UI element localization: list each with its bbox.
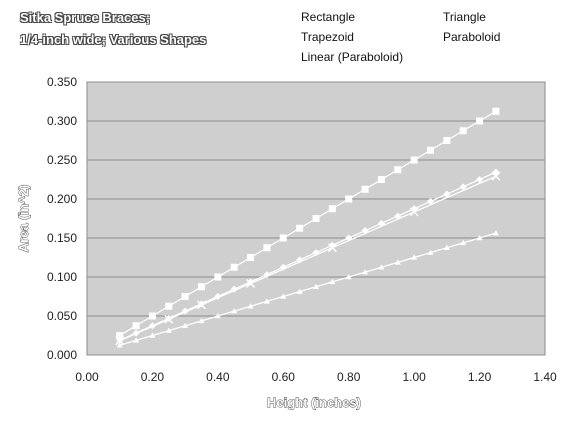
x-tick-label: 1.00 [402,370,426,384]
series-line-triangle [119,232,497,346]
data-point-triangle [263,298,270,304]
data-point-triangle [133,337,140,343]
data-point-rectangle [247,254,255,261]
data-point-triangle [165,327,172,333]
data-point-trapezoid [263,271,271,279]
x-tick-label: 0.00 [75,370,99,384]
x-tick-label: 0.40 [206,370,230,384]
data-point-triangle [116,342,123,348]
data-point-rectangle [410,156,418,164]
legend-item-linear-paraboloid: Linear (Paraboloid) [301,50,404,64]
data-point-triangle [427,249,434,255]
data-point-rectangle [492,107,500,115]
data-point-triangle [182,322,189,328]
data-point-rectangle [476,117,484,125]
y-tick-label: 0.050 [47,309,77,323]
data-point-rectangle [263,244,271,252]
data-point-triangle [476,235,483,241]
y-tick-label: 0.000 [47,348,77,362]
series-line-linear-paraboloid [119,175,497,342]
legend-item-triangle: Triangle [443,10,486,24]
data-point-rectangle [214,273,222,281]
data-point-triangle [313,283,319,289]
x-tick-label: 1.40 [533,370,557,384]
y-tick-label: 0.250 [47,153,77,167]
data-point-rectangle [361,185,369,193]
y-tick-label: 0.350 [47,75,77,89]
data-point-triangle [443,244,450,250]
data-point-rectangle [427,146,434,154]
series-line-trapezoid [119,171,497,341]
data-point-rectangle [377,176,385,183]
data-point-trapezoid [476,176,484,183]
data-point-rectangle [312,215,320,222]
data-point-triangle [198,317,205,324]
x-axis-label: Height (inches) [267,395,361,410]
data-point-rectangle [296,224,304,232]
data-point-trapezoid [427,197,434,205]
data-point-trapezoid [443,190,451,198]
data-point-rectangle [459,127,467,135]
data-point-triangle [394,259,401,265]
data-point-triangle [247,303,254,309]
data-point-rectangle [328,205,336,213]
y-tick-label: 0.300 [47,114,77,128]
y-tick-label: 0.200 [47,192,77,206]
data-point-triangle [149,332,156,338]
data-point-triangle [378,264,385,270]
chart-title-line-1: Sitka Spruce Braces; [20,10,151,25]
data-point-triangle [460,239,467,246]
legend-item-paraboloid: Paraboloid [443,30,501,44]
y-axis-label: Area (in^2) [16,185,31,253]
data-point-rectangle [165,302,173,310]
data-point-triangle [362,269,369,275]
x-tick-label: 0.60 [272,370,296,384]
data-point-triangle [329,278,336,285]
data-point-rectangle [116,332,124,339]
data-point-rectangle [279,234,287,242]
data-point-rectangle [443,137,451,144]
data-point-triangle [231,308,238,314]
y-tick-label: 0.150 [47,231,77,245]
data-point-trapezoid [459,183,467,191]
data-point-rectangle [230,263,238,271]
data-point-rectangle [394,166,402,174]
data-point-triangle [411,254,418,260]
legend-item-rectangle: Rectangle [301,10,356,24]
data-point-rectangle [198,283,205,291]
chart-title-line-2: 1/4-inch wide; Various Shapes [20,32,207,47]
data-point-triangle [280,293,287,299]
x-tick-label: 1.20 [468,370,492,384]
data-point-rectangle [181,293,189,300]
x-tick-label: 0.20 [141,370,165,384]
legend-item-trapezoid: Trapezoid [301,30,354,44]
data-point-rectangle [132,322,140,330]
data-point-triangle [345,274,352,280]
data-point-rectangle [148,312,156,320]
data-point-rectangle [345,195,353,203]
data-point-triangle [492,230,499,236]
data-point-triangle [214,313,221,319]
y-tick-label: 0.100 [47,270,77,284]
x-tick-label: 0.80 [337,370,361,384]
data-point-triangle [296,288,303,294]
data-point-paraboloid [491,171,501,181]
data-point-paraboloid [115,336,125,346]
